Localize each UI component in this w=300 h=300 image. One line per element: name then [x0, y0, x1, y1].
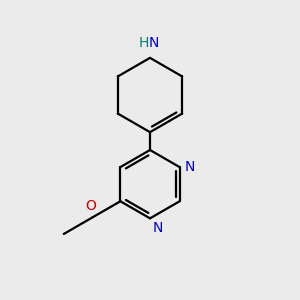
Text: N: N	[185, 160, 195, 174]
Text: N: N	[148, 35, 159, 50]
Text: H: H	[138, 35, 148, 50]
Text: O: O	[85, 199, 96, 213]
Text: N: N	[153, 221, 163, 235]
